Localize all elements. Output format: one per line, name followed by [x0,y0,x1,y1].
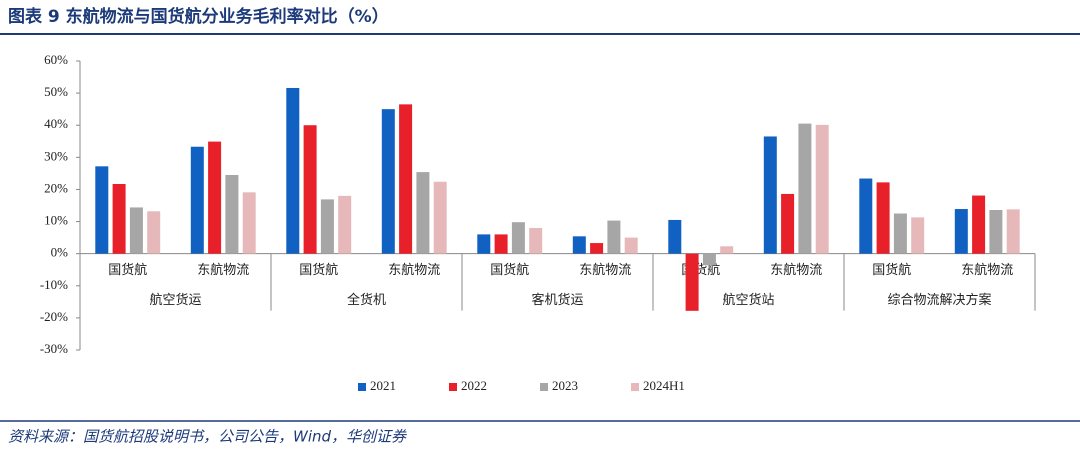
y-tick-label: -20% [40,309,68,324]
bar [303,125,317,254]
bar [763,136,777,254]
bar [1006,209,1020,254]
x-tick-label: 国货航 [490,262,529,278]
legend-swatch [540,383,548,391]
bar [859,178,873,254]
bar [893,213,907,254]
x-tick-label: 东航物流 [197,262,249,278]
y-tick-label: 60% [44,52,68,67]
bar [781,193,795,254]
bar [190,146,204,254]
bar [989,209,1003,254]
bar [112,183,126,254]
bar [242,192,256,254]
bar [477,234,491,254]
bar [798,123,812,254]
bar [208,141,222,254]
bar [590,243,604,254]
bar [911,217,925,254]
bar [286,87,300,254]
x-tick-label: 国货航 [108,262,147,278]
y-tick-label: 40% [44,116,68,131]
bar [399,104,413,254]
y-tick-label: 50% [44,84,68,99]
bar [685,253,699,311]
bar [572,236,586,254]
x-tick-label: 东航物流 [770,262,822,278]
group-label: 综合物流解决方案 [887,292,991,308]
y-tick-label: 20% [44,180,68,195]
source: 资料来源：国货航招股说明书，公司公告，Wind，华创证券 [8,428,407,446]
group-label: 客机货运 [531,292,583,308]
x-tick-label: 东航物流 [388,262,440,278]
group-label: 航空货站 [722,292,774,308]
bar [129,207,143,254]
legend-swatch [358,383,366,391]
bar [529,227,543,254]
x-tick-label: 东航物流 [961,262,1013,278]
bar [624,237,638,254]
legend-label: 2022 [461,378,487,393]
legend-label: 2021 [370,378,396,393]
bar [381,109,395,254]
bar [668,219,682,254]
bar [147,211,161,254]
x-tick-label: 国货航 [872,262,911,278]
bar [320,199,334,254]
legend-label: 2024H1 [643,378,685,393]
bar [702,253,716,266]
bar [433,181,447,254]
bar [815,124,829,254]
legend-label: 2023 [552,378,578,393]
x-tick-label: 东航物流 [579,262,631,278]
bar [338,195,352,254]
y-tick-label: 10% [44,213,68,228]
bar [954,209,968,254]
bar [720,246,734,254]
group-label: 航空货运 [149,292,201,308]
bar [225,174,239,254]
legend-swatch [449,383,457,391]
group-label: 全货机 [347,292,386,308]
bar [511,222,525,254]
bar [416,172,430,254]
y-tick-label: -10% [40,277,68,292]
y-tick-label: 30% [44,148,68,163]
y-tick-label: -30% [40,341,68,356]
bar [876,182,890,254]
bar [607,220,621,254]
y-tick-label: 0% [51,245,69,260]
x-tick-label: 国货航 [299,262,338,278]
bar [95,166,109,254]
chart-title: 图表 9 东航物流与国货航分业务毛利率对比（%） [8,6,389,27]
legend-swatch [631,383,639,391]
bar [494,234,508,254]
bar [972,195,986,254]
